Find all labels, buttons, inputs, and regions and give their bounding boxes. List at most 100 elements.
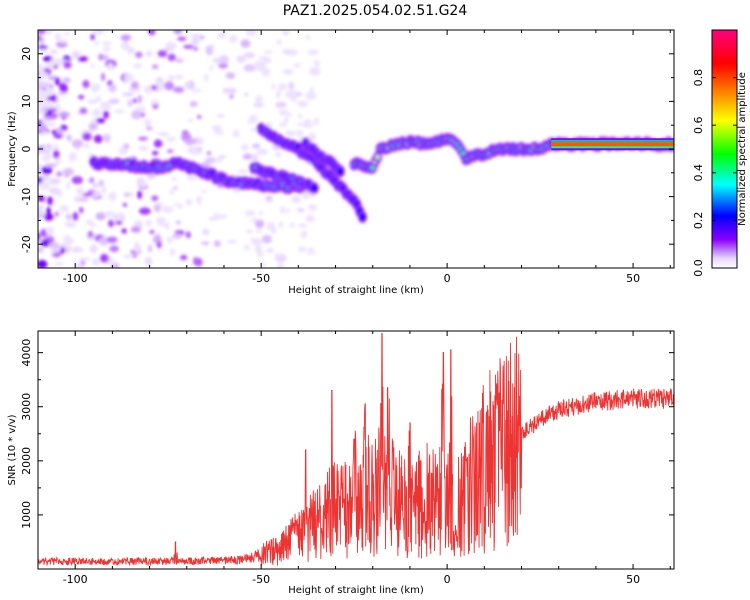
heatmap-noise-cell bbox=[218, 55, 229, 65]
heatmap-noise-cell bbox=[216, 214, 228, 219]
heatmap-noise-cell bbox=[281, 31, 290, 35]
heatmap-noise-cell bbox=[59, 205, 69, 213]
heatmap-noise-cell bbox=[156, 202, 164, 206]
heatmap-noise-cell bbox=[154, 80, 163, 87]
snr-spike-point bbox=[381, 333, 383, 335]
heatmap-noise-cell bbox=[82, 192, 94, 197]
heatmap-noise-cell bbox=[225, 72, 236, 79]
heatmap-noise-cell bbox=[56, 92, 68, 96]
heatmap-noise-cell bbox=[59, 84, 68, 93]
heatmap-noise-cell bbox=[300, 230, 308, 239]
colorbar-tick-label: 0.8 bbox=[692, 69, 705, 87]
spectrogram-xtick-label: 0 bbox=[444, 272, 451, 285]
heatmap-noise-cell bbox=[74, 262, 84, 268]
heatmap-noise-cell bbox=[38, 80, 45, 89]
heatmap-noise-cell bbox=[307, 49, 319, 56]
heatmap-band-core bbox=[551, 142, 674, 147]
heatmap-noise-cell bbox=[250, 153, 259, 162]
heatmap-noise-cell bbox=[173, 203, 179, 207]
heatmap-noise-cell bbox=[183, 44, 195, 49]
heatmap-noise-cell bbox=[101, 72, 106, 82]
heatmap-noise-cell bbox=[110, 262, 120, 268]
heatmap-noise-cell bbox=[185, 231, 191, 239]
heatmap-noise-cell bbox=[252, 238, 262, 247]
heatmap-noise-cell bbox=[278, 221, 284, 229]
heatmap-noise-cell bbox=[101, 41, 112, 46]
heatmap-noise-cell bbox=[156, 85, 166, 90]
heatmap-ridge-core bbox=[360, 214, 365, 220]
heatmap-noise-cell bbox=[151, 99, 160, 105]
heatmap-noise-cell bbox=[137, 190, 143, 200]
heatmap-noise-cell bbox=[38, 45, 48, 50]
heatmap-noise-cell bbox=[251, 217, 258, 223]
heatmap-noise-cell bbox=[38, 232, 41, 241]
heatmap-noise-cell bbox=[308, 247, 314, 253]
heatmap-noise-cell bbox=[308, 204, 318, 210]
heatmap-noise-cell bbox=[128, 88, 137, 93]
heatmap-noise-cell bbox=[218, 32, 226, 39]
heatmap-noise-cell bbox=[148, 244, 153, 253]
spectrogram-xtick-label: -50 bbox=[252, 272, 270, 285]
heatmap-noise-cell bbox=[223, 87, 228, 94]
heatmap-noise-cell bbox=[272, 145, 282, 151]
heatmap-noise-cell bbox=[107, 62, 114, 71]
snr-spike-point bbox=[353, 438, 355, 440]
heatmap-noise-cell bbox=[132, 98, 137, 104]
heatmap-noise-cell bbox=[297, 246, 307, 252]
heatmap-noise-cell bbox=[204, 73, 209, 82]
heatmap-noise-cell bbox=[167, 75, 175, 82]
heatmap-noise-cell bbox=[39, 38, 45, 42]
heatmap-noise-cell bbox=[49, 178, 61, 185]
spectrogram-heatmap bbox=[38, 30, 674, 268]
heatmap-noise-cell bbox=[217, 183, 224, 188]
heatmap-noise-cell bbox=[40, 49, 48, 54]
heatmap-noise-cell bbox=[177, 203, 183, 209]
heatmap-noise-cell bbox=[48, 241, 59, 249]
heatmap-noise-cell bbox=[261, 234, 272, 244]
heatmap-noise-cell bbox=[265, 198, 274, 203]
heatmap-noise-cell bbox=[216, 155, 227, 159]
heatmap-noise-cell bbox=[306, 91, 316, 101]
heatmap-noise-cell bbox=[283, 209, 292, 213]
heatmap-noise-cell bbox=[297, 100, 309, 108]
heatmap-noise-cell bbox=[263, 50, 273, 55]
heatmap-noise-cell bbox=[149, 230, 155, 234]
heatmap-noise-cell bbox=[98, 179, 105, 187]
heatmap-noise-cell bbox=[174, 74, 185, 79]
heatmap-noise-cell bbox=[38, 205, 45, 210]
heatmap-noise-cell bbox=[38, 247, 44, 253]
heatmap-noise-cell bbox=[146, 176, 155, 180]
heatmap-noise-cell bbox=[54, 211, 60, 217]
heatmap-noise-cell bbox=[93, 190, 101, 198]
heatmap-noise-cell bbox=[144, 118, 152, 127]
heatmap-noise-cell bbox=[298, 113, 303, 119]
heatmap-noise-cell bbox=[63, 61, 72, 69]
heatmap-noise-cell bbox=[211, 125, 222, 132]
heatmap-noise-cell bbox=[109, 245, 119, 253]
snr-axes: -100 -50 0 50 1000 2000 3000 4000 bbox=[20, 331, 674, 586]
heatmap-noise-cell bbox=[38, 210, 45, 220]
colorbar-frame bbox=[711, 29, 738, 269]
heatmap-noise-cell bbox=[285, 89, 297, 99]
heatmap-noise-cell bbox=[265, 121, 273, 127]
heatmap-noise-cell bbox=[205, 45, 214, 54]
heatmap-noise-cell bbox=[276, 39, 282, 45]
heatmap-noise-cell bbox=[78, 257, 91, 261]
heatmap-noise-cell bbox=[99, 236, 109, 246]
heatmap-noise-cell bbox=[120, 41, 130, 51]
heatmap-noise-cell bbox=[293, 63, 301, 68]
heatmap-noise-cell bbox=[173, 30, 183, 35]
heatmap-noise-cell bbox=[252, 102, 265, 108]
heatmap-noise-cell bbox=[127, 99, 133, 107]
snr-ytick-label: 4000 bbox=[20, 339, 33, 367]
colorbar-tick-label: 0.2 bbox=[692, 212, 705, 230]
heatmap-noise-cell bbox=[173, 86, 185, 93]
heatmap-noise-cell bbox=[258, 211, 265, 215]
heatmap-noise-cell bbox=[190, 88, 203, 93]
heatmap-noise-cell bbox=[279, 122, 287, 128]
heatmap-noise-cell bbox=[201, 189, 207, 194]
heatmap-noise-cell bbox=[139, 182, 148, 188]
heatmap-noise-cell bbox=[244, 210, 256, 217]
heatmap-noise-cell bbox=[92, 183, 99, 188]
